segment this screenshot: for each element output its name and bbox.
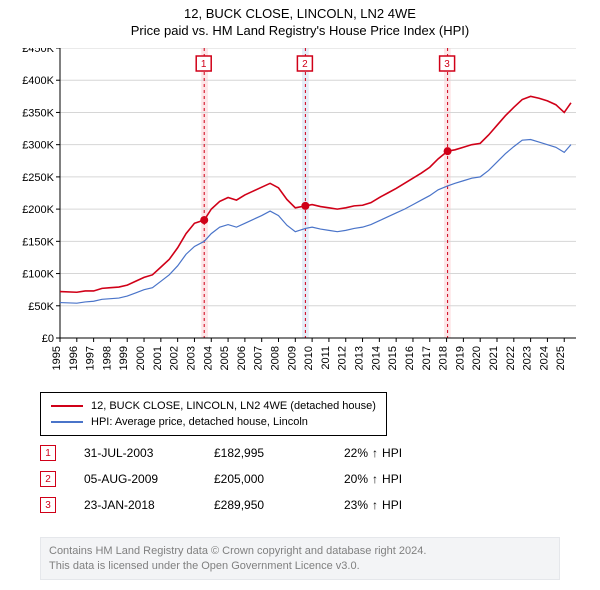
- sale-badge: 3: [40, 497, 56, 513]
- svg-text:2011: 2011: [320, 346, 332, 370]
- sale-vs-pct: 20%: [344, 472, 368, 486]
- svg-text:1: 1: [201, 59, 207, 70]
- svg-text:2006: 2006: [236, 346, 248, 370]
- svg-text:2022: 2022: [505, 346, 517, 370]
- legend-label: 12, BUCK CLOSE, LINCOLN, LN2 4WE (detach…: [91, 400, 376, 412]
- sale-badge: 2: [40, 471, 56, 487]
- chart-area: £0 £50K £100K £150K £200K £250K £300K £350K £400…: [12, 48, 588, 378]
- page: 12, BUCK CLOSE, LINCOLN, LN2 4WE Price p…: [0, 0, 600, 590]
- svg-text:2025: 2025: [555, 346, 567, 370]
- legend: 12, BUCK CLOSE, LINCOLN, LN2 4WE (detach…: [40, 392, 387, 436]
- svg-text:2024: 2024: [538, 346, 550, 370]
- svg-text:2005: 2005: [219, 346, 231, 370]
- sale-row: 1 31-JUL-2003£182,99522% ↑ HPI: [40, 440, 474, 466]
- svg-text:2017: 2017: [421, 346, 433, 370]
- svg-text:1998: 1998: [101, 346, 113, 370]
- svg-text:£200K: £200K: [22, 204, 54, 216]
- svg-text:2010: 2010: [303, 346, 315, 370]
- svg-text:2002: 2002: [169, 346, 181, 370]
- svg-text:£450K: £450K: [22, 48, 54, 55]
- sale-date: 23-JAN-2018: [84, 498, 214, 512]
- svg-text:£0: £0: [42, 333, 54, 345]
- svg-text:£250K: £250K: [22, 172, 54, 184]
- sale-row: 3 23-JAN-2018£289,95023% ↑ HPI: [40, 492, 474, 518]
- sale-vs-label: HPI: [382, 446, 402, 460]
- svg-text:2013: 2013: [354, 346, 366, 370]
- sale-vs-hpi: 22% ↑ HPI: [344, 446, 474, 460]
- svg-text:1999: 1999: [118, 346, 130, 370]
- svg-text:2020: 2020: [471, 346, 483, 370]
- svg-text:1997: 1997: [85, 346, 97, 370]
- svg-text:2018: 2018: [438, 346, 450, 370]
- attribution-line1: Contains HM Land Registry data © Crown c…: [49, 544, 551, 558]
- chart-title-line1: 12, BUCK CLOSE, LINCOLN, LN2 4WE: [0, 0, 600, 21]
- sale-vs-hpi: 23% ↑ HPI: [344, 498, 474, 512]
- svg-text:2023: 2023: [522, 346, 534, 370]
- attribution-box: Contains HM Land Registry data © Crown c…: [40, 537, 560, 580]
- svg-text:2014: 2014: [370, 346, 382, 370]
- svg-text:£100K: £100K: [22, 269, 54, 281]
- svg-text:£350K: £350K: [22, 107, 54, 119]
- sale-price: £182,995: [214, 446, 344, 460]
- sale-vs-label: HPI: [382, 498, 402, 512]
- chart-title-line2: Price paid vs. HM Land Registry's House …: [0, 21, 600, 38]
- legend-swatch: [51, 421, 83, 423]
- sale-vs-hpi: 20% ↑ HPI: [344, 472, 474, 486]
- svg-text:£150K: £150K: [22, 236, 54, 248]
- svg-text:2016: 2016: [404, 346, 416, 370]
- legend-row: HPI: Average price, detached house, Linc…: [51, 414, 376, 430]
- legend-row: 12, BUCK CLOSE, LINCOLN, LN2 4WE (detach…: [51, 398, 376, 414]
- sale-vs-label: HPI: [382, 472, 402, 486]
- svg-text:2000: 2000: [135, 346, 147, 370]
- sale-badge: 1: [40, 445, 56, 461]
- svg-text:2004: 2004: [202, 346, 214, 370]
- svg-text:2001: 2001: [152, 346, 164, 370]
- chart-svg: £0 £50K £100K £150K £200K £250K £300K £350K £400…: [12, 48, 588, 378]
- svg-text:1996: 1996: [68, 346, 80, 370]
- legend-swatch: [51, 405, 83, 407]
- sale-price: £289,950: [214, 498, 344, 512]
- svg-text:2003: 2003: [185, 346, 197, 370]
- svg-text:3: 3: [444, 59, 450, 70]
- svg-text:2019: 2019: [454, 346, 466, 370]
- sale-vs-pct: 23%: [344, 498, 368, 512]
- svg-text:£300K: £300K: [22, 140, 54, 152]
- sale-row: 2 05-AUG-2009£205,00020% ↑ HPI: [40, 466, 474, 492]
- sale-date: 31-JUL-2003: [84, 446, 214, 460]
- sale-date: 05-AUG-2009: [84, 472, 214, 486]
- svg-text:2007: 2007: [253, 346, 265, 370]
- svg-text:2015: 2015: [387, 346, 399, 370]
- sale-vs-pct: 22%: [344, 446, 368, 460]
- up-arrow-icon: ↑: [372, 472, 378, 486]
- svg-text:2021: 2021: [488, 346, 500, 370]
- sale-price: £205,000: [214, 472, 344, 486]
- up-arrow-icon: ↑: [372, 446, 378, 460]
- svg-text:2: 2: [302, 59, 308, 70]
- svg-text:£400K: £400K: [22, 75, 54, 87]
- legend-label: HPI: Average price, detached house, Linc…: [91, 416, 308, 428]
- sales-table: 1 31-JUL-2003£182,99522% ↑ HPI 2 05-AUG-2009£…: [40, 440, 474, 518]
- svg-text:1995: 1995: [51, 346, 63, 370]
- svg-text:2008: 2008: [270, 346, 282, 370]
- svg-text:2009: 2009: [286, 346, 298, 370]
- svg-text:£50K: £50K: [28, 301, 54, 313]
- svg-text:2012: 2012: [337, 346, 349, 370]
- up-arrow-icon: ↑: [372, 498, 378, 512]
- attribution-line2: This data is licensed under the Open Gov…: [49, 559, 551, 573]
